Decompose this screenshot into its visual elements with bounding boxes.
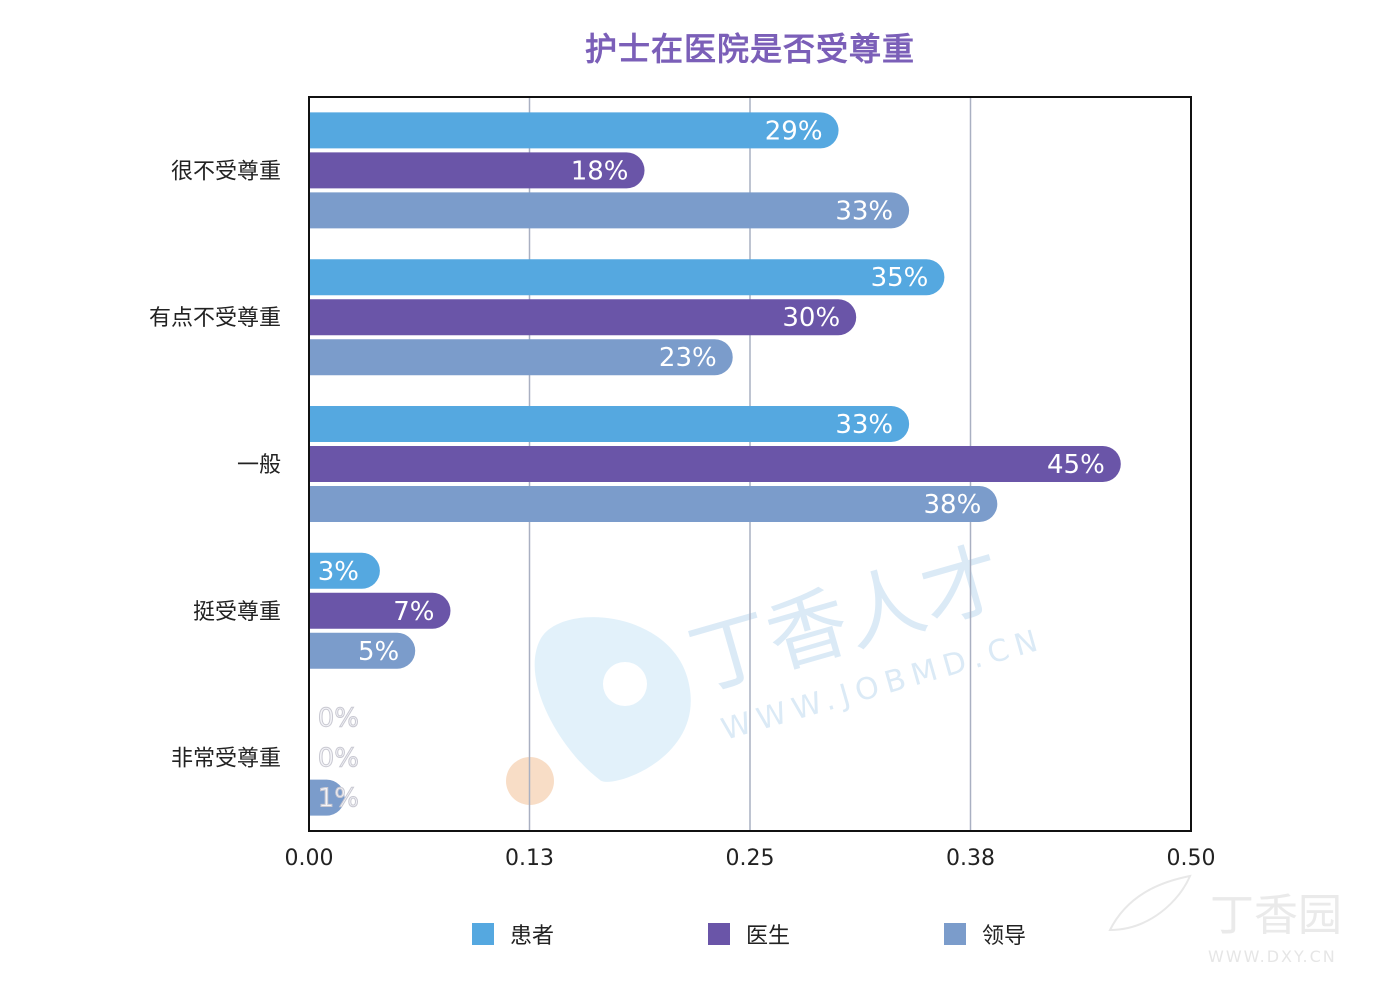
category-label: 很不受尊重 bbox=[171, 159, 281, 184]
bar bbox=[309, 112, 839, 149]
bar bbox=[309, 299, 857, 336]
x-tick-label: 0.00 bbox=[285, 846, 334, 871]
bar-value-label: 1% bbox=[318, 784, 359, 814]
bar bbox=[309, 446, 1121, 482]
legend-item: 医生 bbox=[708, 918, 790, 950]
category-label: 有点不受尊重 bbox=[149, 306, 281, 331]
bar-value-label: 30% bbox=[782, 303, 840, 333]
bar-value-label: 7% bbox=[393, 597, 434, 627]
legend-label: 医生 bbox=[746, 924, 791, 949]
x-tick-label: 0.13 bbox=[505, 846, 554, 871]
bar bbox=[309, 779, 345, 816]
bar bbox=[309, 592, 451, 629]
bar-value-label: 18% bbox=[571, 156, 629, 186]
bar-value-label: 38% bbox=[924, 490, 982, 520]
bar-value-labels: 29% 18% 33% 35% 30% 23% 33% 45% 38% 3% 7% 5% 0% 0% 1% bbox=[317, 116, 1105, 814]
category-label: 非常受尊重 bbox=[171, 747, 281, 772]
bar bbox=[309, 192, 910, 229]
plot-frame bbox=[308, 96, 1192, 832]
corner-watermark-url: WWW.DXY.CN bbox=[1208, 947, 1337, 966]
bar-value-label: 35% bbox=[871, 263, 929, 293]
bar bbox=[309, 632, 416, 669]
legend-item: 患者 bbox=[472, 918, 554, 950]
bar-value-label: 45% bbox=[1047, 450, 1105, 480]
bar bbox=[309, 152, 645, 189]
x-tick-label: 0.38 bbox=[946, 846, 995, 871]
x-tick-label: 0.50 bbox=[1167, 846, 1216, 871]
x-tick-label: 0.25 bbox=[726, 846, 775, 871]
legend-label: 领导 bbox=[982, 924, 1027, 949]
legend-swatch bbox=[944, 923, 966, 945]
legend-swatch bbox=[472, 923, 494, 945]
bar-value-label: 3% bbox=[318, 557, 359, 587]
x-axis-ticks: 0.00 0.13 0.25 0.38 0.50 bbox=[285, 846, 1216, 871]
corner-watermark-brand: 丁香园 bbox=[1210, 890, 1342, 941]
category-label: 挺受尊重 bbox=[193, 600, 281, 625]
legend-label: 患者 bbox=[510, 924, 555, 949]
bar-value-label: 0% bbox=[318, 704, 359, 734]
category-label: 一般 bbox=[237, 453, 281, 478]
watermark-pin-hole bbox=[603, 662, 647, 706]
bar bbox=[309, 339, 733, 376]
bar-value-label: 33% bbox=[835, 196, 893, 226]
legend-swatch bbox=[708, 923, 730, 945]
bar-value-label: 23% bbox=[659, 343, 717, 373]
bars bbox=[309, 112, 1121, 816]
chart-title: 护士在医院是否受尊重 bbox=[584, 30, 915, 68]
legend-item: 领导 bbox=[944, 918, 1026, 950]
bar bbox=[309, 486, 998, 522]
bar bbox=[309, 259, 945, 296]
bar bbox=[309, 552, 380, 589]
bar-value-label: 5% bbox=[358, 637, 399, 667]
corner-watermark-leaf-icon bbox=[1108, 874, 1192, 932]
bar-value-label: 33% bbox=[835, 410, 893, 440]
bar-value-label: 0% bbox=[318, 744, 359, 774]
bar bbox=[309, 406, 910, 442]
bar-value-label: 29% bbox=[765, 116, 823, 146]
